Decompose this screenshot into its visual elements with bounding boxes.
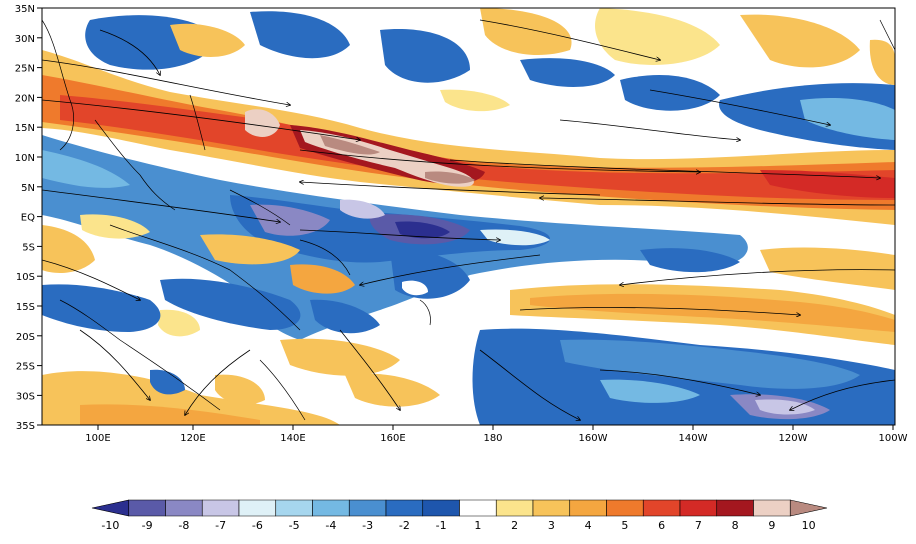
lat-axis: 35N 30N 25N 20N 15N 10N 5N EQ 5S 10S 15S… [15,4,42,432]
lat-tick-label: 25N [15,64,35,75]
lat-tick-label: 35S [16,421,35,432]
map-panel [41,7,896,426]
colorbar-swatch [569,499,607,517]
lat-tick-label: EQ [21,213,35,224]
colorbar-swatch [201,499,240,517]
colorbar-swatch [312,499,350,517]
colorbar-label: 4 [585,519,592,532]
colorbar-label: -1 [436,519,447,532]
colorbar-label: 6 [658,519,665,532]
lat-tick-label: 30N [15,34,35,45]
colorbar-swatch [385,499,424,517]
lon-tick-label: 120E [180,433,205,444]
colorbar-swatch [275,499,313,517]
lon-tick-label: 140W [679,433,708,444]
lat-tick-label: 20N [15,93,35,104]
colorbar-swatch [459,499,497,517]
lat-tick-label: 15N [15,123,35,134]
colorbar-label: -6 [252,519,263,532]
colorbar-label: -3 [362,519,373,532]
colorbar-swatch [495,499,534,517]
lat-tick-label: 30S [16,391,35,402]
lon-tick-label: 180 [483,433,502,444]
colorbar-label: 7 [695,519,702,532]
colorbar-swatch [422,499,460,517]
colorbar-label: -5 [289,519,300,532]
colorbar-swatch [532,499,571,517]
lat-tick-label: 20S [16,332,35,343]
colorbar-label: 3 [548,519,555,532]
colorbar-label: -7 [215,519,226,532]
colorbar-swatch [679,499,718,517]
colorbar-swatch [606,499,644,517]
colorbar: -10 -9 -8 -7 -6 -5 -4 -3 -2 -1 1 2 3 4 5 6 7 8 9 10 [91,499,828,532]
colorbar-swatch [348,499,387,517]
lat-tick-label: 5N [21,183,35,194]
lon-axis: 100E 120E 140E 160E 180 160W 140W 120W 1… [85,425,908,444]
lat-tick-label: 25S [16,362,35,373]
colorbar-swatch [716,499,754,517]
lon-tick-label: 100E [85,433,110,444]
colorbar-swatch [753,499,791,517]
colorbar-label: 1 [474,519,481,532]
colorbar-label: 2 [511,519,518,532]
lat-tick-label: 15S [16,302,35,313]
colorbar-label: 10 [802,519,816,532]
lat-tick-label: 10S [16,272,35,283]
colorbar-swatch [165,499,203,517]
streamlines [42,19,895,420]
lat-tick-label: 35N [15,4,35,15]
lon-tick-label: 160W [579,433,608,444]
colorbar-label: -9 [142,519,153,532]
lon-tick-label: 160E [380,433,405,444]
coastlines [42,19,895,421]
lon-tick-label: 100W [879,433,908,444]
lat-tick-label: 5S [22,242,35,253]
lat-tick-label: 10N [15,153,35,164]
lon-tick-label: 120W [779,433,808,444]
shaded-anomaly-field [42,8,895,425]
colorbar-swatch [128,499,166,517]
colorbar-label: -10 [101,519,119,532]
lon-tick-label: 140E [280,433,305,444]
colorbar-label: 5 [621,519,628,532]
colorbar-label: -4 [325,519,336,532]
colorbar-swatch [238,499,277,517]
colorbar-swatch [789,499,828,517]
colorbar-label: 8 [732,519,739,532]
colorbar-label: -8 [178,519,189,532]
colorbar-swatch [642,499,681,517]
colorbar-swatch [91,499,130,517]
colorbar-label: -2 [399,519,410,532]
colorbar-label: 9 [768,519,775,532]
